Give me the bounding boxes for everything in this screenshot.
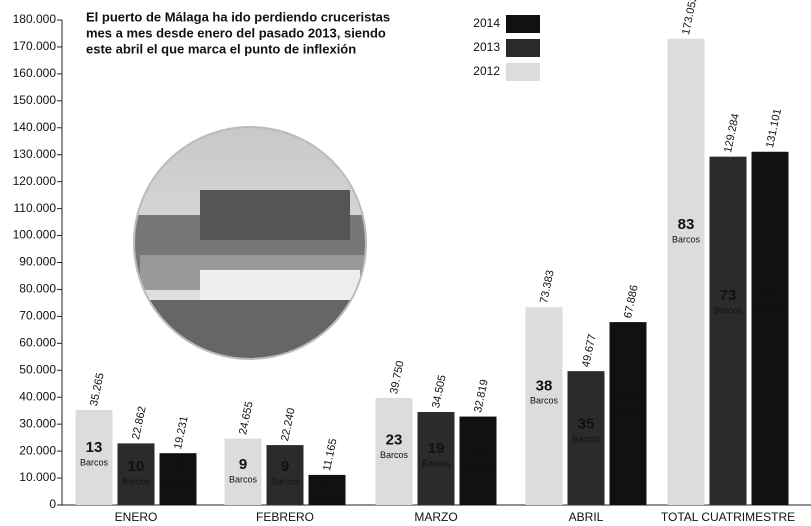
value-label: 173.053 — [680, 0, 700, 36]
y-tick-label: 0 — [49, 497, 56, 511]
bar — [609, 322, 647, 505]
barcos-label: Barcos — [614, 405, 643, 415]
y-tick-label: 20.000 — [19, 443, 56, 457]
legend-label: 2013 — [473, 40, 500, 54]
bar — [567, 371, 605, 505]
barcos-count: 63 — [762, 284, 779, 301]
barcos-count: 10 — [128, 458, 145, 475]
y-tick-label: 150.000 — [13, 93, 57, 107]
barcos-label: Barcos — [672, 235, 701, 245]
barcos-count: 83 — [678, 216, 695, 233]
bar — [266, 445, 304, 505]
value-label: 11.165 — [321, 438, 340, 473]
barcos-label: Barcos — [229, 475, 258, 485]
bar — [375, 397, 413, 505]
x-tick-label: MARZO — [414, 510, 457, 524]
y-tick-label: 180.000 — [13, 12, 57, 26]
bar — [224, 438, 262, 505]
barcos-count: 73 — [720, 287, 737, 304]
value-label: 73.383 — [538, 269, 557, 304]
barcos-count: 13 — [86, 439, 103, 456]
value-label: 35.265 — [88, 372, 107, 407]
bar — [159, 453, 197, 505]
barcos-label: Barcos — [122, 476, 151, 486]
bar — [417, 412, 455, 505]
value-label: 39.750 — [388, 360, 407, 395]
bar — [751, 151, 789, 505]
barcos-count: 19 — [428, 440, 445, 457]
legend-swatch — [506, 39, 540, 57]
barcos-label: Barcos — [530, 396, 559, 406]
legend-swatch — [506, 15, 540, 33]
chart-title: mes a mes desde enero del pasado 2013, s… — [86, 25, 386, 40]
y-tick-label: 50.000 — [19, 362, 56, 376]
value-label: 131.101 — [764, 108, 784, 149]
bar — [667, 38, 705, 506]
y-tick-label: 100.000 — [13, 228, 57, 242]
y-tick-label: 60.000 — [19, 336, 56, 350]
bar — [525, 307, 563, 505]
barcos-label: Barcos — [572, 434, 601, 444]
barcos-label: Barcos — [380, 450, 409, 460]
value-label: 32.819 — [472, 378, 491, 413]
value-label: 24.655 — [237, 400, 256, 435]
y-tick-label: 80.000 — [19, 282, 56, 296]
y-tick-label: 90.000 — [19, 255, 56, 269]
barcos-label: Barcos — [313, 494, 342, 504]
x-tick-label: FEBRERO — [256, 510, 314, 524]
y-tick-label: 10.000 — [19, 470, 56, 484]
barcos-label: Barcos — [271, 476, 300, 486]
y-tick-label: 70.000 — [19, 309, 56, 323]
y-tick-label: 120.000 — [13, 174, 57, 188]
x-tick-label: ABRIL — [569, 510, 604, 524]
chart-title: El puerto de Málaga ha ido perdiendo cru… — [86, 9, 390, 24]
value-label: 49.677 — [580, 333, 599, 368]
barcos-count: 38 — [536, 377, 553, 394]
x-tick-label: TOTAL CUATRIMESTRE — [661, 510, 795, 524]
bar — [459, 416, 497, 505]
barcos-count: 36 — [620, 386, 637, 403]
y-tick-label: 130.000 — [13, 147, 57, 161]
photo — [133, 126, 367, 360]
legend-label: 2014 — [473, 16, 500, 30]
value-label: 22.862 — [130, 405, 149, 440]
barcos-label: Barcos — [464, 461, 493, 471]
y-tick-label: 40.000 — [19, 389, 56, 403]
barcos-count: 9 — [281, 458, 289, 475]
barcos-label: Barcos — [756, 302, 785, 312]
bar — [117, 443, 155, 505]
chart-title: este abril el que marca el punto de infl… — [86, 41, 356, 56]
value-label: 129.284 — [722, 112, 742, 153]
barcos-count: 23 — [386, 432, 403, 449]
barcos-label: Barcos — [80, 457, 109, 467]
value-label: 67.886 — [622, 284, 641, 319]
barcos-count: 4 — [323, 476, 332, 493]
barcos-count: 35 — [578, 416, 595, 433]
y-tick-label: 110.000 — [14, 201, 57, 215]
bar — [709, 156, 747, 506]
y-tick-label: 160.000 — [13, 66, 57, 80]
y-tick-label: 170.000 — [13, 39, 57, 53]
barcos-label: Barcos — [164, 476, 193, 486]
barcos-count: 15 — [470, 443, 487, 460]
barcos-label: Barcos — [714, 305, 743, 315]
bar — [308, 474, 346, 505]
value-label: 34.505 — [430, 374, 449, 409]
y-tick-label: 140.000 — [13, 120, 57, 134]
value-label: 19.231 — [172, 415, 191, 450]
bar — [75, 409, 113, 505]
barcos-count: 9 — [239, 456, 247, 473]
legend-swatch — [506, 63, 540, 81]
x-tick-label: ENERO — [115, 510, 158, 524]
y-tick-label: 30.000 — [19, 416, 56, 430]
barcos-label: Barcos — [422, 459, 451, 469]
legend-label: 2012 — [473, 64, 500, 78]
value-label: 22.240 — [279, 407, 298, 442]
barcos-count: 8 — [174, 458, 182, 475]
